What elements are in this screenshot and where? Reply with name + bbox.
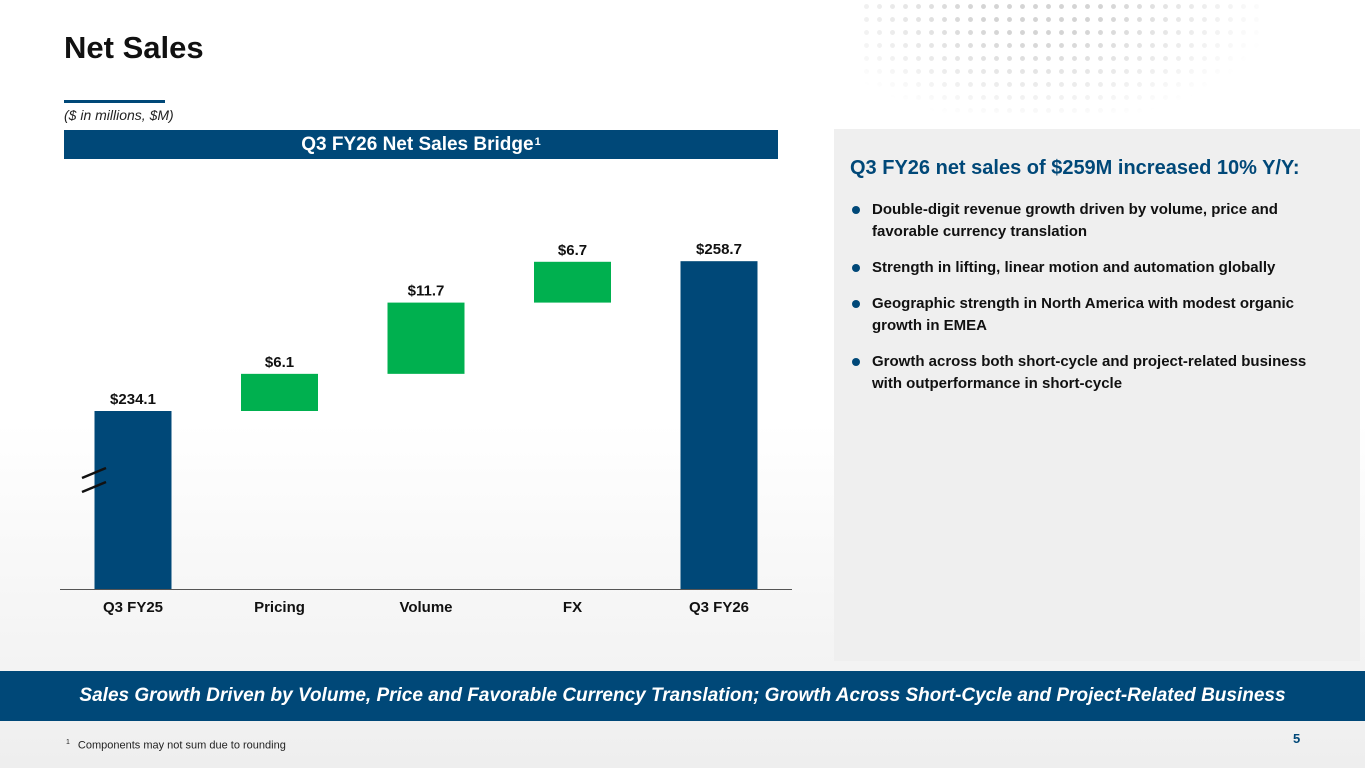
data-label: $6.1 [265,354,294,371]
bar-pricing [241,373,318,411]
bullet-text: Growth across both short-cycle and proje… [872,353,1307,392]
data-label: $6.7 [558,242,587,259]
bullet-dot-icon [852,206,860,214]
bullet-item: Strength in lifting, linear motion and a… [850,257,1330,279]
bar-q3-fy25 [94,411,172,589]
bullet-text: Geographic strength in North America wit… [872,295,1294,334]
bullet-dot-icon [852,358,860,366]
bar-q3-fy26 [680,261,758,589]
data-label: $258.7 [696,241,742,258]
decorative-dot-pattern [860,0,1260,118]
bullet-item: Growth across both short-cycle and proje… [850,351,1330,395]
chart-header-footnote-marker: 1 [534,135,541,148]
bullet-text: Strength in lifting, linear motion and a… [872,259,1276,276]
page-number: 5 [1293,731,1301,746]
chart-header-text: Q3 FY26 Net Sales Bridge [301,133,534,155]
bar-fx [534,261,611,303]
bullet-text: Double-digit revenue growth driven by vo… [872,201,1278,240]
axis-break-mark [81,466,107,480]
chart-header: Q3 FY26 Net Sales Bridge 1 [64,130,778,159]
page-title: Net Sales [64,30,204,65]
title-underline [64,100,165,103]
bullet-item: Double-digit revenue growth driven by vo… [850,199,1330,243]
units-note: ($ in millions, $M) [64,107,174,123]
waterfall-chart: $234.1 Q3 FY25 $6.1 Pricing $11.7 Volume $6.7 F… [60,241,792,616]
footnote-text: Components may not sum due to rounding [77,739,286,752]
panel-heading: Q3 FY26 net sales of $259M increased 10%… [850,157,1300,179]
axis-break-mark [81,480,107,494]
x-tick-label: FX [563,599,582,616]
summary-banner: Sales Growth Driven by Volume, Price and… [0,671,1365,721]
commentary-panel: Q3 FY26 net sales of $259M increased 10%… [834,129,1360,661]
x-tick-label: Q3 FY26 [689,599,749,616]
footnote-marker: 1 [66,739,70,746]
bullet-dot-icon [852,264,860,272]
x-tick-label: Pricing [254,599,305,616]
commentary-bullet-list: Double-digit revenue growth driven by vo… [850,199,1330,409]
x-tick-label: Volume [399,599,452,616]
bullet-item: Geographic strength in North America wit… [850,293,1330,337]
footnote: 1 Components may not sum due to rounding [66,739,286,752]
data-label: $11.7 [408,283,445,300]
data-label: $234.1 [110,391,156,408]
x-tick-label: Q3 FY25 [103,599,163,616]
bullet-dot-icon [852,300,860,308]
bar-volume [387,302,465,374]
